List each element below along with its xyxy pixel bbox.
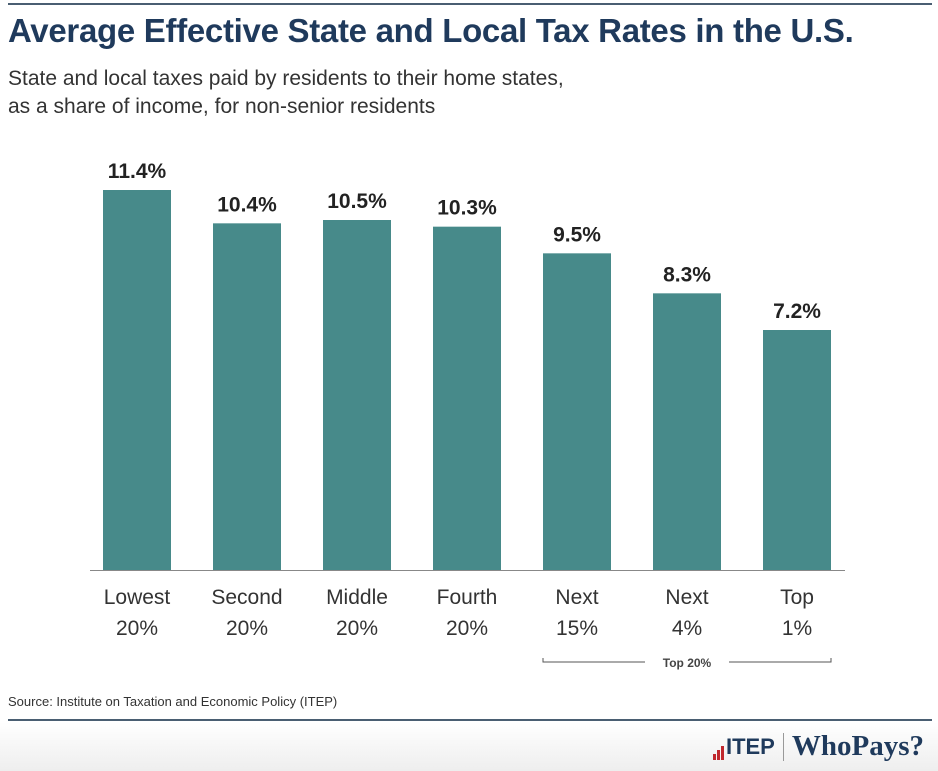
bar bbox=[323, 220, 391, 570]
category-label: Next bbox=[665, 586, 708, 609]
category-label: Second bbox=[211, 586, 282, 609]
category-label: 20% bbox=[446, 617, 488, 640]
data-label: 8.3% bbox=[663, 263, 711, 286]
category-label: 1% bbox=[782, 617, 812, 640]
category-label: 15% bbox=[556, 617, 598, 640]
category-label: Fourth bbox=[437, 586, 498, 609]
category-label: 4% bbox=[672, 617, 702, 640]
data-label: 7.2% bbox=[773, 300, 821, 323]
bar-chart-icon bbox=[712, 742, 724, 760]
subtitle-line-1: State and local taxes paid by residents … bbox=[8, 67, 564, 90]
data-label: 10.5% bbox=[327, 190, 387, 213]
data-label: 10.4% bbox=[217, 193, 277, 216]
chart-subtitle: State and local taxes paid by residents … bbox=[8, 65, 564, 121]
logo-divider bbox=[782, 732, 784, 761]
category-label: Lowest bbox=[104, 586, 171, 609]
bar bbox=[433, 226, 501, 570]
category-label: 20% bbox=[116, 617, 158, 640]
bracket-right bbox=[729, 658, 832, 663]
category-label: Top bbox=[780, 586, 814, 609]
bar bbox=[543, 253, 611, 571]
subtitle-line-2: as a share of income, for non-senior res… bbox=[8, 95, 436, 118]
category-label: Next bbox=[555, 586, 598, 609]
logo: ITEP WhoPays? bbox=[712, 730, 924, 763]
category-label: Middle bbox=[326, 586, 388, 609]
bracket-left bbox=[542, 658, 645, 663]
data-label: 10.3% bbox=[437, 197, 497, 220]
category-label: 20% bbox=[336, 617, 378, 640]
data-label: 9.5% bbox=[553, 223, 601, 246]
bar bbox=[103, 190, 171, 570]
footer bbox=[0, 722, 938, 771]
bar-chart: 11.4% Lowest 20% 10.4% Second 20% 10.5% Middle 2… bbox=[90, 160, 845, 670]
bracket-label: Top 20% bbox=[663, 656, 712, 670]
whopays-logo: WhoPays? bbox=[791, 730, 924, 762]
category-label: 20% bbox=[226, 617, 268, 640]
chart-title: Average Effective State and Local Tax Ra… bbox=[8, 12, 854, 49]
source-note: Source: Institute on Taxation and Econom… bbox=[8, 694, 338, 709]
bar bbox=[653, 293, 721, 570]
top-rule bbox=[8, 3, 932, 5]
bottom-rule bbox=[8, 719, 932, 721]
itep-logo: ITEP bbox=[712, 734, 775, 760]
bar bbox=[213, 223, 281, 571]
data-label: 11.4% bbox=[108, 160, 167, 183]
bar bbox=[763, 330, 831, 570]
